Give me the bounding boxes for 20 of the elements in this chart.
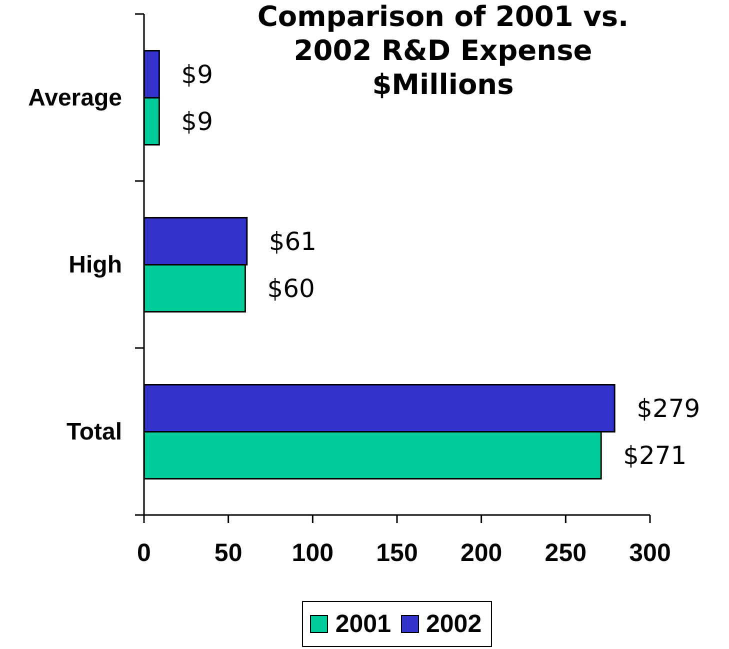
data-label: $9 — [181, 107, 213, 136]
text: $Millions — [371, 68, 515, 102]
data-label: $61 — [268, 227, 317, 256]
x-tick-label: 300 — [629, 538, 671, 567]
x-tick-label: 0 — [137, 538, 151, 567]
x-tick-label: 100 — [292, 538, 334, 567]
legend-label: 2001 — [335, 610, 391, 638]
x-tick-label: 50 — [214, 538, 242, 567]
x-tick-label: 250 — [544, 538, 587, 567]
chart-title: Comparison of 2001 vs. 2002 R&D Expense — [256, 0, 630, 68]
data-label: $279 — [636, 394, 700, 424]
data-label: $271 — [623, 441, 687, 470]
data-label: $9 — [181, 60, 213, 90]
legend-label: 2002 — [426, 610, 482, 638]
y-tick-label: High — [68, 251, 122, 278]
data-label: $60 — [267, 274, 315, 304]
x-tick-label: 200 — [460, 538, 502, 567]
y-tick-label: Average — [28, 84, 122, 111]
x-tick-label: 150 — [376, 538, 418, 567]
y-tick-label: Total — [66, 418, 122, 445]
